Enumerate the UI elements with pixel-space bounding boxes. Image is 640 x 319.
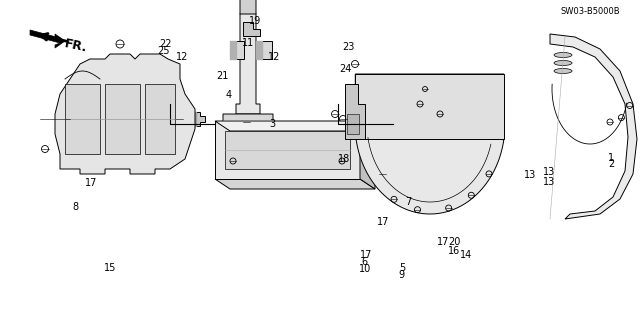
Text: 16: 16	[448, 246, 461, 256]
Polygon shape	[355, 74, 504, 214]
Polygon shape	[145, 84, 175, 154]
Polygon shape	[550, 34, 637, 219]
Bar	[347, 114, 359, 134]
Polygon shape	[355, 74, 504, 139]
Text: 19: 19	[248, 16, 261, 26]
Text: 1: 1	[608, 153, 614, 163]
Text: 25: 25	[157, 46, 170, 56]
Text: 10: 10	[358, 263, 371, 274]
Text: 17: 17	[84, 178, 97, 189]
Text: 13: 13	[524, 170, 536, 180]
Text: 8: 8	[72, 202, 79, 212]
Polygon shape	[360, 121, 375, 189]
Text: 17: 17	[360, 250, 372, 260]
Polygon shape	[55, 54, 195, 174]
Polygon shape	[350, 110, 355, 126]
Text: 14: 14	[460, 250, 472, 260]
Polygon shape	[345, 84, 365, 139]
Text: 13: 13	[543, 177, 556, 188]
Polygon shape	[230, 41, 236, 59]
Polygon shape	[192, 112, 196, 126]
Text: 11: 11	[242, 38, 255, 48]
Polygon shape	[215, 179, 375, 189]
Text: 20: 20	[448, 237, 461, 247]
Text: 4: 4	[226, 90, 232, 100]
Text: 12: 12	[176, 52, 189, 62]
Text: 15: 15	[104, 263, 116, 273]
Ellipse shape	[554, 69, 572, 73]
Text: 13: 13	[543, 167, 556, 177]
FancyBboxPatch shape	[256, 41, 272, 59]
Text: 22: 22	[159, 39, 172, 49]
Text: 3: 3	[269, 119, 275, 129]
Polygon shape	[215, 121, 375, 131]
Ellipse shape	[554, 61, 572, 65]
Polygon shape	[223, 114, 273, 132]
Polygon shape	[243, 22, 260, 36]
Polygon shape	[256, 41, 262, 59]
Ellipse shape	[554, 53, 572, 57]
Polygon shape	[350, 110, 366, 126]
Polygon shape	[65, 84, 100, 154]
Text: 9: 9	[399, 270, 405, 280]
Text: SW03-B5000B: SW03-B5000B	[560, 8, 620, 17]
Text: 12: 12	[268, 52, 280, 62]
Text: 5: 5	[399, 263, 405, 273]
Polygon shape	[30, 30, 65, 48]
Polygon shape	[236, 4, 260, 114]
Text: 17: 17	[436, 237, 449, 247]
Text: 21: 21	[216, 71, 229, 81]
Polygon shape	[215, 121, 360, 179]
Polygon shape	[105, 84, 140, 154]
Text: FR.: FR.	[63, 37, 88, 55]
Bar	[225, 131, 350, 169]
Text: 7: 7	[405, 197, 412, 207]
Text: 18: 18	[338, 154, 351, 164]
Text: 6: 6	[362, 257, 368, 267]
Text: 23: 23	[342, 42, 355, 52]
FancyBboxPatch shape	[230, 41, 244, 59]
Text: 2: 2	[608, 159, 614, 169]
Text: 24: 24	[339, 63, 352, 74]
Text: 17: 17	[376, 217, 389, 227]
Polygon shape	[240, 0, 268, 14]
Polygon shape	[192, 112, 205, 126]
